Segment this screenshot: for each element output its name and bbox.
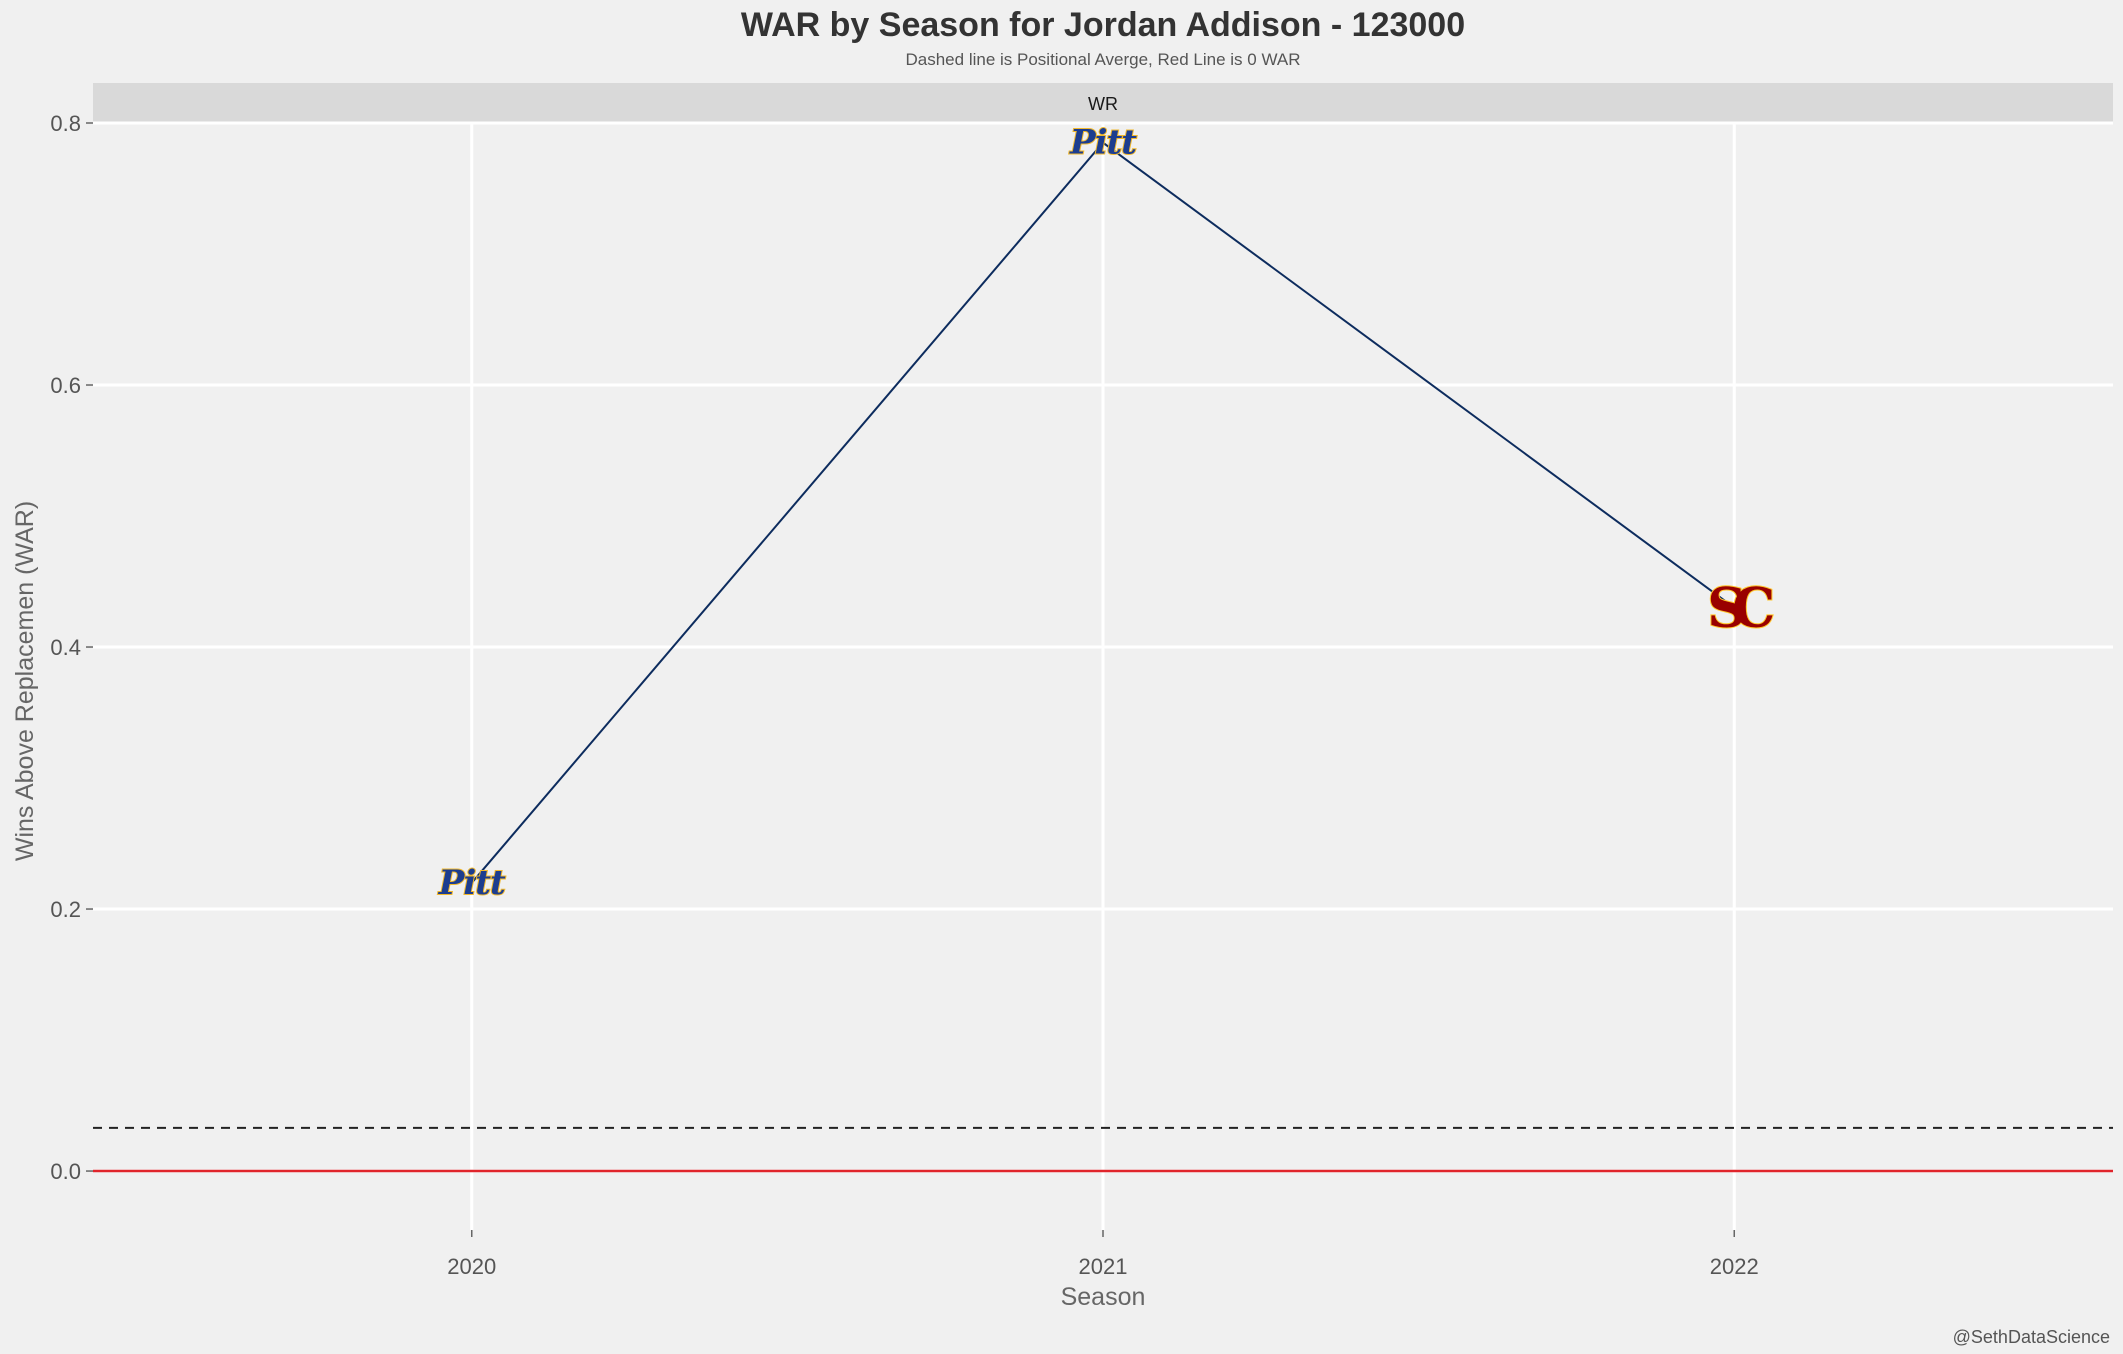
x-axis-label: Season [1061, 1283, 1146, 1311]
svg-text:Pitt: Pitt [438, 863, 506, 903]
reference-lines [93, 1126, 2113, 1173]
y-axis-ticks: 0.0 0.2 0.4 0.6 0.8 [50, 111, 93, 1184]
x-tick-label: 2022 [1710, 1254, 1759, 1279]
x-tick-label: 2021 [1079, 1254, 1128, 1279]
chart-title: WAR by Season for Jordan Addison - 12300… [741, 6, 1465, 44]
point-logos: Pitt Pitt SC [437, 122, 1788, 904]
series-line [470, 141, 1735, 884]
grid-lines [93, 121, 2113, 1230]
svg-text:SC: SC [1707, 576, 1773, 640]
x-axis-ticks: 2020 2021 2022 [447, 1230, 1759, 1279]
y-tick-label: 0.0 [50, 1159, 81, 1184]
y-axis-label: Wins Above Replacemen (WAR) [11, 501, 39, 861]
y-tick-label: 0.4 [50, 635, 81, 660]
chart-subtitle: Dashed line is Positional Averge, Red Li… [906, 50, 1301, 69]
data-point-pitt-logo: Pitt [1068, 122, 1139, 164]
x-tick-label: 2020 [447, 1254, 496, 1279]
svg-text:Pitt: Pitt [1069, 123, 1137, 163]
caption: @SethDataScience [1953, 1327, 2110, 1347]
facet-label: WR [1088, 94, 1118, 114]
y-tick-label: 0.6 [50, 373, 81, 398]
data-point-pitt-logo: Pitt [437, 862, 508, 904]
data-point-sc-logo: SC [1706, 575, 1788, 641]
facet-strip [93, 83, 2113, 123]
y-tick-label: 0.8 [50, 111, 81, 136]
y-tick-label: 0.2 [50, 897, 81, 922]
series-line-group [470, 141, 1735, 884]
